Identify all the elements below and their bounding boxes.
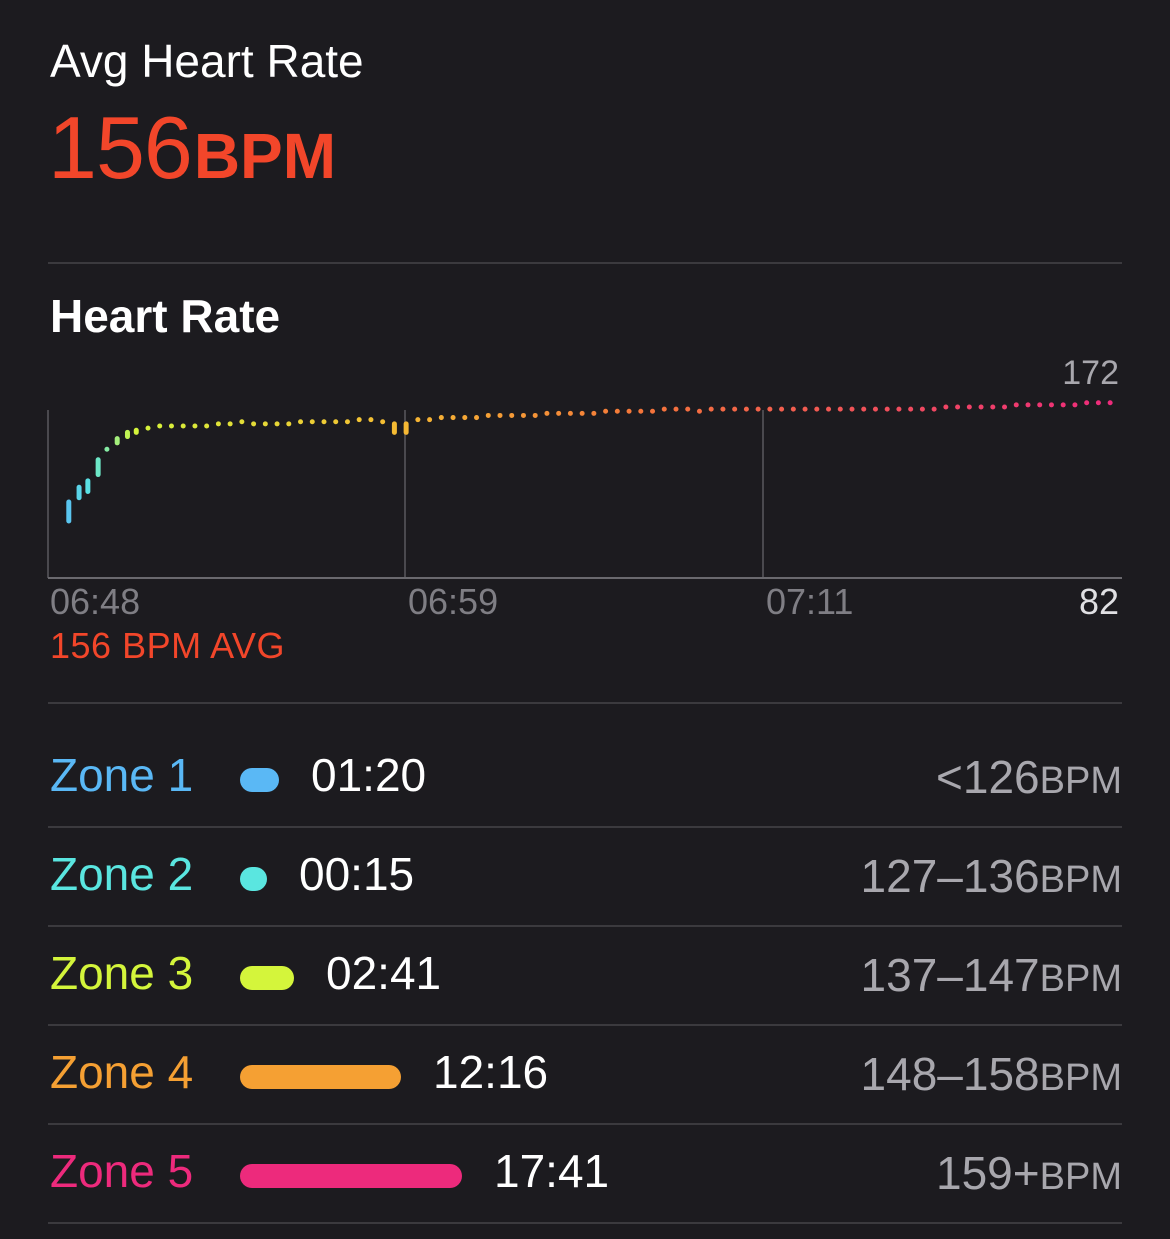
x-tick-label: 07:11 <box>766 581 853 620</box>
zone-range-value: 127–136 <box>860 850 1040 902</box>
heart-rate-section-title: Heart Rate <box>50 290 281 342</box>
zone-bpm-range: 159+BPM <box>936 1150 1122 1196</box>
y-max-label: 172 <box>1062 354 1119 392</box>
zone-bpm-range: 148–158BPM <box>861 1051 1122 1097</box>
zone-duration-bar <box>240 1065 401 1089</box>
zone-name: Zone 2 <box>50 848 194 900</box>
zone-duration: 12:16 <box>433 1046 549 1098</box>
zone-duration: 00:15 <box>299 848 415 900</box>
zone-duration-bar <box>240 1164 462 1188</box>
avg-heart-rate-unit: BPM <box>193 120 337 192</box>
zone-range-value: 148–158 <box>860 1048 1040 1100</box>
zone-name: Zone 1 <box>50 749 194 801</box>
divider <box>48 262 1122 264</box>
zone-row: Zone 4 12:16 148–158BPM <box>48 1025 1122 1125</box>
avg-heart-rate-label: Avg Heart Rate <box>50 35 364 87</box>
zone-row: Zone 1 01:20 <126BPM <box>48 728 1122 828</box>
zone-duration: 17:41 <box>494 1145 610 1197</box>
zone-range-unit: BPM <box>1039 958 1122 1000</box>
zone-row: Zone 3 02:41 137–147BPM <box>48 926 1122 1026</box>
zone-range-unit: BPM <box>1039 1156 1122 1198</box>
zone-duration: 02:41 <box>326 947 442 999</box>
zone-range-value: <126 <box>936 751 1040 803</box>
zone-name: Zone 5 <box>50 1145 194 1197</box>
zone-duration-bar <box>240 966 294 990</box>
zone-duration-bar <box>240 768 279 792</box>
zone-name: Zone 3 <box>50 947 194 999</box>
x-tick-label: 06:59 <box>408 581 498 620</box>
heart-rate-chart: 172 82 06:48 06:59 07:11 <box>47 354 1122 620</box>
zone-row: Zone 5 17:41 159+BPM <box>48 1124 1122 1224</box>
zone-range-unit: BPM <box>1039 859 1122 901</box>
zone-bpm-range: 127–136BPM <box>861 853 1122 899</box>
zone-bpm-range: 137–147BPM <box>861 952 1122 998</box>
zone-bpm-range: <126BPM <box>936 754 1122 800</box>
avg-heart-rate-number: 156 <box>48 98 193 197</box>
heart-rate-marks <box>66 400 1113 524</box>
zone-duration: 01:20 <box>311 749 427 801</box>
zone-range-unit: BPM <box>1039 760 1122 802</box>
zone-range-unit: BPM <box>1039 1057 1122 1099</box>
zone-duration-bar <box>240 867 267 891</box>
y-min-label: 82 <box>1079 581 1119 620</box>
chart-average-label: 156 BPM AVG <box>50 625 285 666</box>
zone-range-value: 159+ <box>936 1147 1040 1199</box>
divider <box>48 702 1122 704</box>
zone-name: Zone 4 <box>50 1046 194 1098</box>
zone-range-value: 137–147 <box>860 949 1040 1001</box>
zone-row: Zone 2 00:15 127–136BPM <box>48 827 1122 927</box>
x-tick-label: 06:48 <box>50 581 140 620</box>
avg-heart-rate-value: 156BPM <box>48 104 336 192</box>
